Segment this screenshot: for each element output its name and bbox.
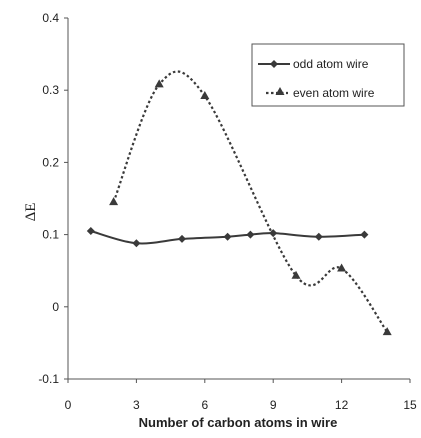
data-point-odd	[86, 226, 95, 235]
legend-even-marker	[275, 87, 285, 95]
y-tick-label: 0	[52, 300, 59, 314]
data-point-odd	[314, 232, 323, 241]
legend-box	[251, 43, 405, 107]
axes	[64, 17, 411, 383]
x-tick-label: 3	[133, 398, 140, 412]
data-point-even	[337, 263, 347, 272]
data-point-odd	[269, 229, 278, 238]
legend: odd atom wire even atom wire	[251, 43, 405, 107]
data-point-even	[382, 327, 392, 336]
data-point-odd	[360, 230, 369, 239]
data-point-odd	[178, 234, 186, 243]
data-point-even	[154, 79, 164, 88]
series-markers	[86, 79, 392, 336]
data-point-odd	[246, 230, 255, 239]
legend-odd-marker	[270, 60, 278, 68]
y-tick-label: 0.2	[42, 155, 59, 169]
data-point-even	[291, 270, 301, 279]
x-axis-title: Number of carbon atoms in wire	[139, 415, 338, 430]
y-axis-title: ΔE	[23, 203, 39, 222]
x-tick-label: 0	[65, 398, 72, 412]
legend-label-even: even atom wire	[293, 86, 375, 100]
data-point-even	[109, 197, 119, 206]
y-tick-label: 0.4	[42, 11, 59, 25]
data-point-odd	[132, 239, 141, 248]
legend-label-odd: odd atom wire	[293, 57, 369, 71]
y-tick-label: 0.3	[42, 83, 59, 97]
x-tick-label: 6	[201, 398, 208, 412]
series-line-1	[112, 70, 389, 333]
data-point-odd	[223, 232, 232, 241]
tick-labels: -0.1 0 0.1 0.2 0.3 0.4 0 3 6 9 12 15	[38, 11, 417, 412]
y-tick-label: -0.1	[38, 372, 59, 386]
x-tick-label: 15	[403, 398, 417, 412]
x-tick-label: 9	[270, 398, 277, 412]
y-tick-label: 0.1	[42, 228, 59, 242]
x-tick-label: 12	[335, 398, 349, 412]
data-point-even	[200, 90, 210, 99]
